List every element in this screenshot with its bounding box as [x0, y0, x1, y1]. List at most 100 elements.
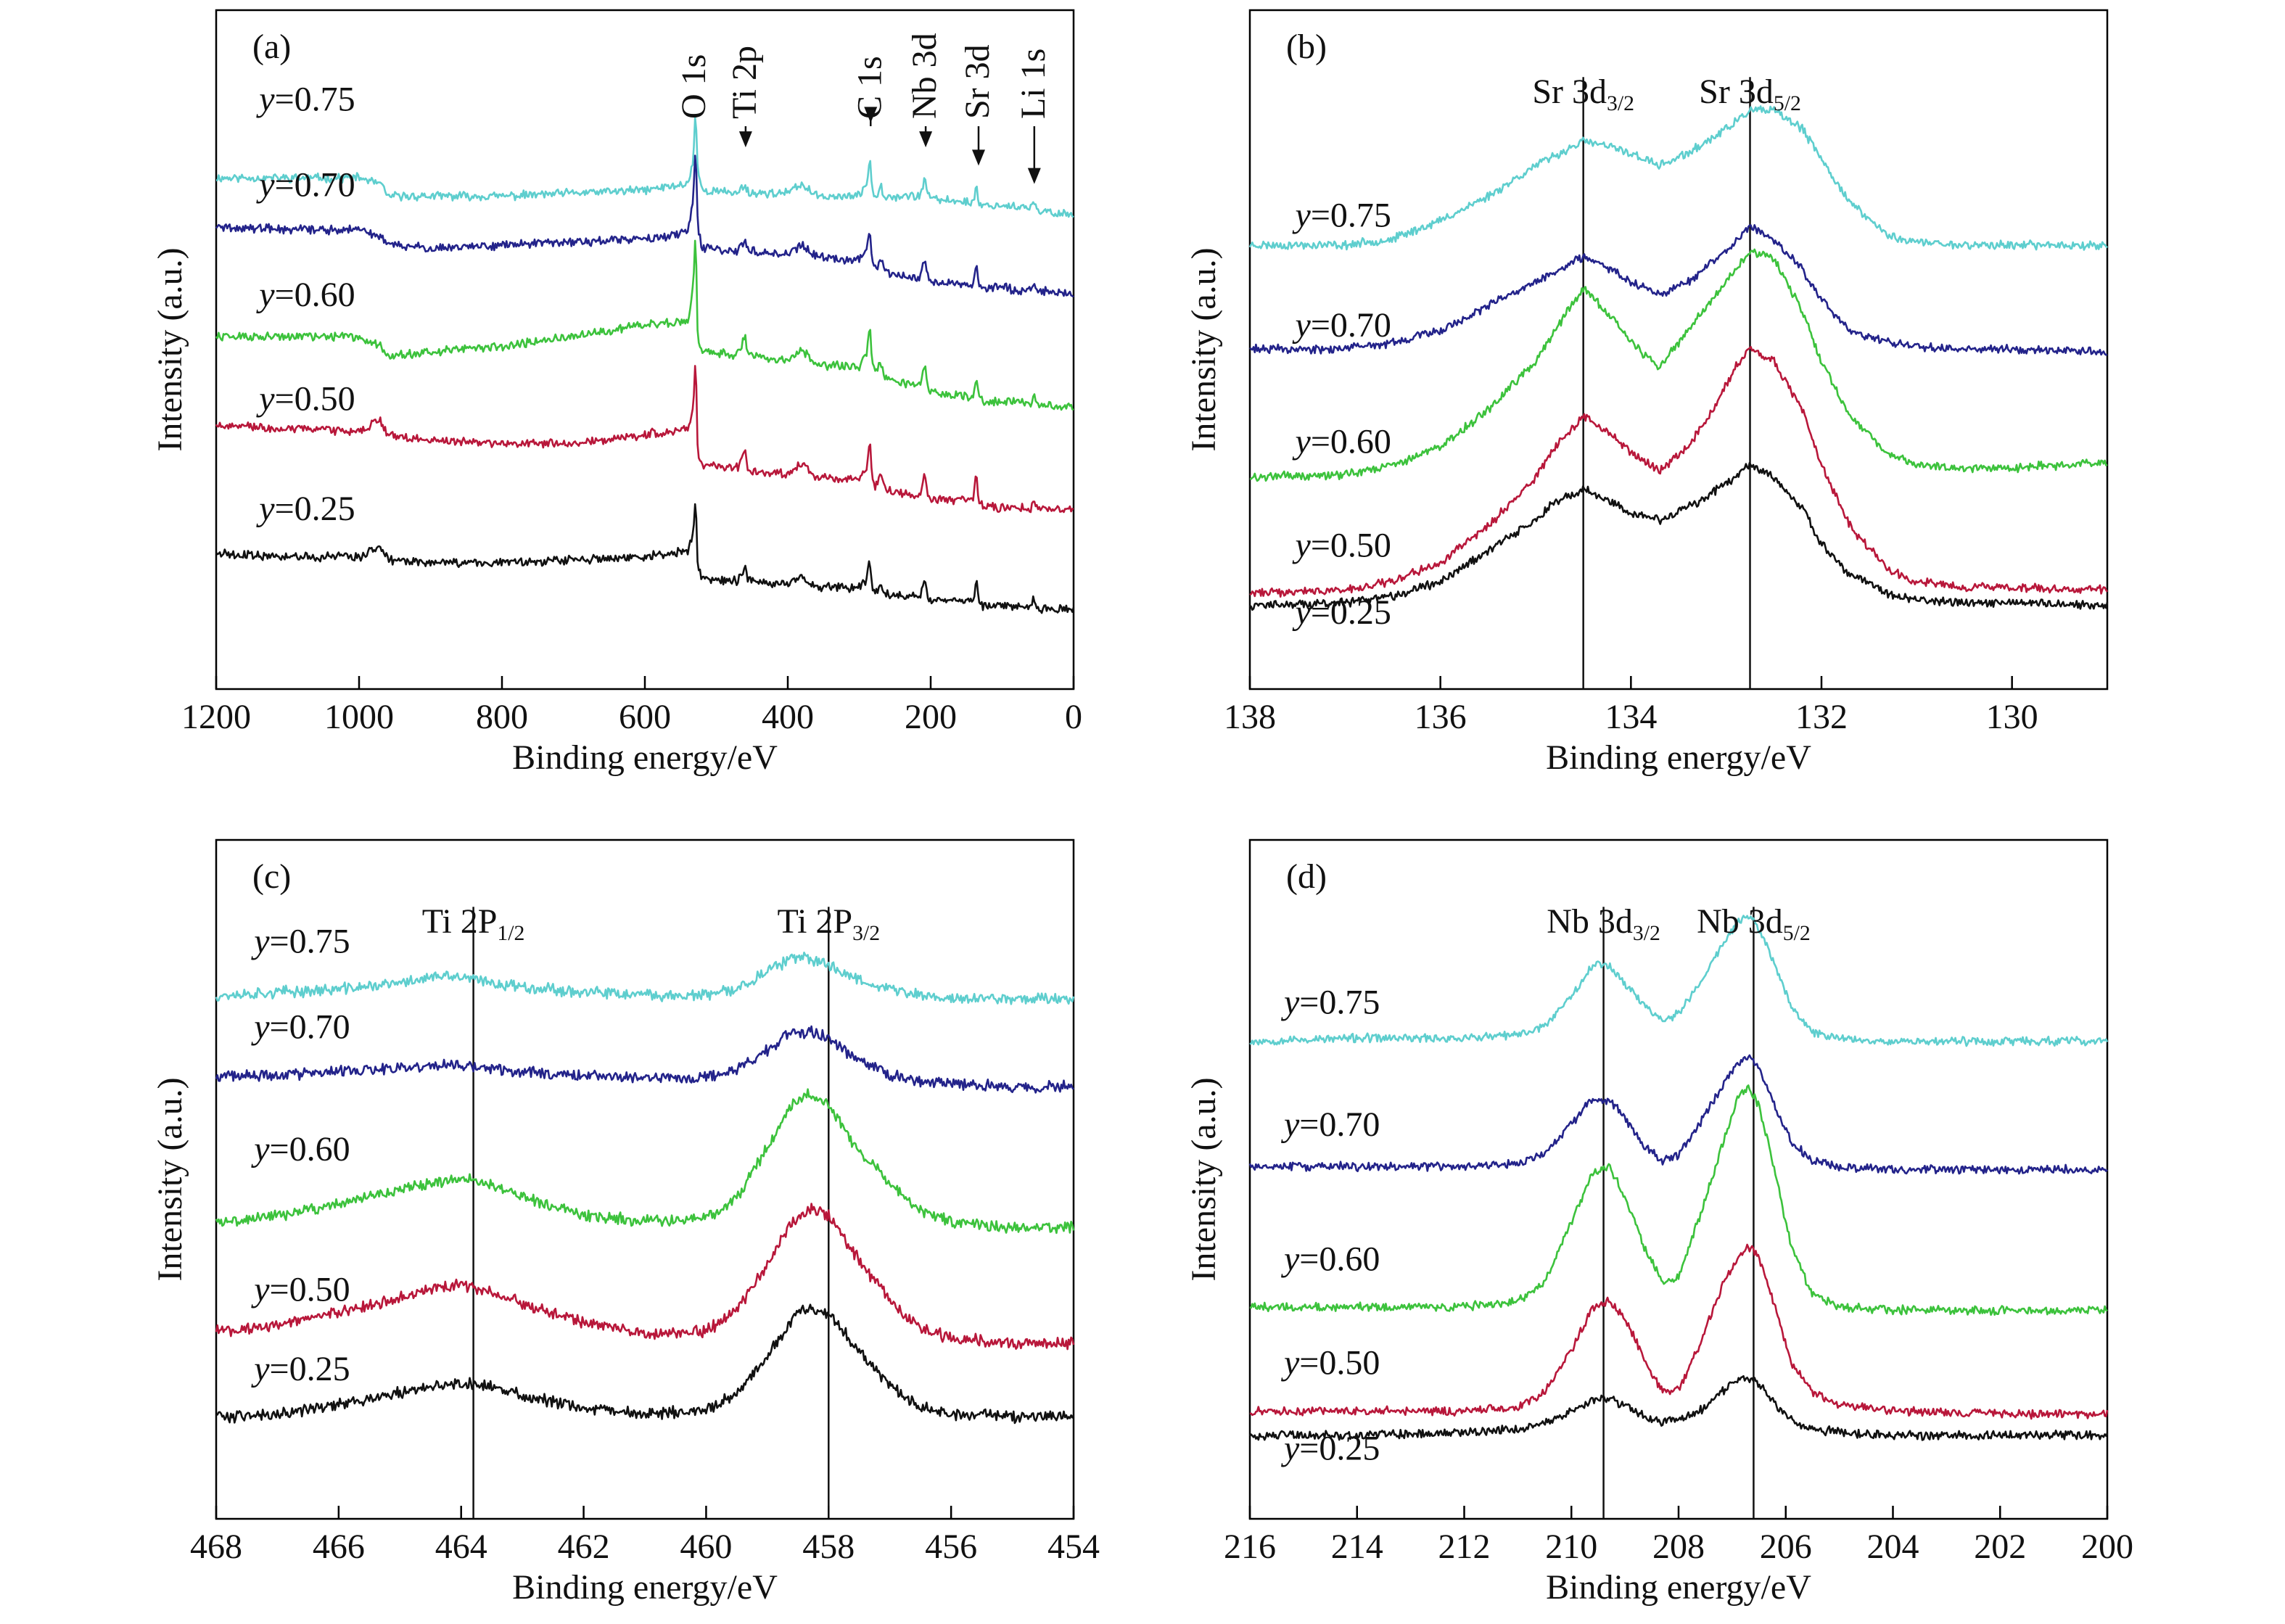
panel-label: (b) [1286, 28, 1327, 66]
series-line [1249, 1084, 2108, 1316]
x-tick-label: 132 [1795, 698, 1848, 736]
y-axis-label: Intensity (a.u.) [151, 247, 189, 451]
annotation-arrowhead [919, 131, 933, 148]
series-line [1249, 1243, 2109, 1420]
series-label: y=0.50 [255, 379, 355, 418]
x-tick-label: 458 [802, 1528, 855, 1566]
series-label: y=0.75 [255, 81, 355, 119]
series-line [215, 952, 1075, 1005]
peak-label: Sr 3d3/2 [1532, 73, 1634, 115]
x-tick-label: 206 [1760, 1528, 1812, 1566]
panel-label: (d) [1286, 857, 1327, 896]
x-tick-label: 400 [762, 698, 814, 736]
annotation-arrowhead [864, 107, 878, 123]
series-label: y=0.50 [1280, 1344, 1380, 1382]
series-label: y=0.50 [250, 1271, 350, 1309]
annotation-arrowhead [1027, 168, 1041, 184]
series-line [215, 154, 1074, 298]
series-label: y=0.60 [1292, 422, 1391, 461]
x-tick-label: 468 [190, 1528, 242, 1566]
x-axis-label: Binding energy/eV [1546, 738, 1811, 777]
series-line [1248, 105, 2108, 251]
peak-label: Ti 2P3/2 [777, 902, 880, 945]
element-annotation: Ti 2p [725, 46, 764, 119]
x-tick-label: 1200 [181, 698, 251, 736]
series-label: y=0.60 [255, 276, 355, 314]
series-line [215, 1025, 1075, 1094]
x-tick-label: 200 [905, 698, 957, 736]
element-annotation: O 1s [675, 54, 713, 119]
panel-b: 138 136 134 132 130 Binding energy/eV Intensit… [1185, 9, 2109, 777]
peak-label: Nb 3d5/2 [1697, 902, 1811, 945]
x-tick-label: 208 [1652, 1528, 1705, 1566]
series-line [1249, 461, 2109, 611]
x-tick-label: 466 [313, 1528, 365, 1566]
element-annotation: Li 1s [1014, 49, 1053, 119]
panel-label: (a) [252, 28, 291, 66]
x-tick-label: 212 [1438, 1528, 1491, 1566]
plot-frame [215, 838, 1075, 1520]
x-tick-label: 214 [1331, 1528, 1383, 1566]
series-label: y=0.70 [250, 1007, 350, 1046]
x-tick-label: 460 [680, 1528, 732, 1566]
series-label: y=0.70 [1280, 1105, 1380, 1144]
x-axis-label: Binding energy/eV [512, 738, 778, 777]
x-axis-label: Binding energy/eV [512, 1568, 778, 1607]
series-line [215, 239, 1074, 411]
series-line [215, 1088, 1075, 1235]
series-label: y=0.60 [1280, 1240, 1380, 1278]
annotation-arrowhead [971, 149, 985, 166]
x-tick-label: 200 [2081, 1528, 2133, 1566]
x-tick-label: 454 [1047, 1528, 1100, 1566]
series-line [1249, 346, 2109, 598]
element-annotation: Nb 3d [905, 33, 944, 119]
series-label: y=0.75 [250, 922, 350, 960]
series-label: y=0.25 [250, 1350, 350, 1388]
x-tick-label: 204 [1867, 1528, 1919, 1566]
series-line [1248, 1054, 2108, 1175]
x-tick-label: 202 [1974, 1528, 2026, 1566]
x-tick-label: 1000 [324, 698, 394, 736]
x-tick-label: 136 [1415, 698, 1467, 736]
plot-frame [1248, 9, 2109, 691]
series-label: y=0.50 [1292, 526, 1391, 564]
series-label: y=0.70 [255, 165, 355, 204]
series-label: y=0.25 [1280, 1430, 1380, 1468]
series-line [1249, 1374, 2109, 1441]
y-axis-label: Intensity (a.u.) [1185, 1077, 1223, 1281]
series-line [1249, 224, 2108, 356]
x-tick-label: 462 [558, 1528, 610, 1566]
series-line [1249, 915, 2109, 1047]
series-label: y=0.75 [1292, 197, 1391, 235]
x-tick-label: 210 [1545, 1528, 1597, 1566]
series-line [215, 365, 1074, 514]
series-line [215, 117, 1074, 218]
series-label: y=0.60 [250, 1130, 350, 1168]
peak-label: Sr 3d5/2 [1699, 73, 1801, 115]
panel-c: 468 466 464 462 460 458 456 454 Binding energy/e… [151, 838, 1100, 1607]
x-tick-label: 600 [619, 698, 671, 736]
x-tick-label: 464 [435, 1528, 487, 1566]
x-tick-label: 216 [1224, 1528, 1276, 1566]
panel-label: (c) [252, 857, 291, 896]
x-tick-label: 138 [1224, 698, 1276, 736]
peak-label: Nb 3d3/2 [1547, 902, 1660, 945]
x-tick-label: 0 [1065, 698, 1082, 736]
x-tick-label: 134 [1605, 698, 1657, 736]
panel-a: 1200 1000 800 600 400 200 0 Binding energy/eV In… [151, 9, 1082, 777]
series-label: y=0.25 [1292, 593, 1391, 632]
x-tick-label: 800 [476, 698, 528, 736]
panel-d: 216 214 212 210 208 206 204 202 200 Binding energ… [1185, 838, 2133, 1607]
y-axis-label: Intensity (a.u.) [1185, 247, 1223, 451]
element-annotation: Sr 3d [958, 44, 997, 119]
y-axis-label: Intensity (a.u.) [151, 1077, 189, 1281]
series-line [215, 1203, 1075, 1351]
series-line [215, 1303, 1075, 1425]
series-label: y=0.75 [1280, 984, 1380, 1022]
annotation-arrowhead [738, 131, 752, 148]
x-tick-label: 456 [925, 1528, 977, 1566]
x-axis-label: Binding energy/eV [1546, 1568, 1811, 1607]
series-line [215, 503, 1075, 614]
peak-label: Ti 2P1/2 [422, 902, 525, 945]
